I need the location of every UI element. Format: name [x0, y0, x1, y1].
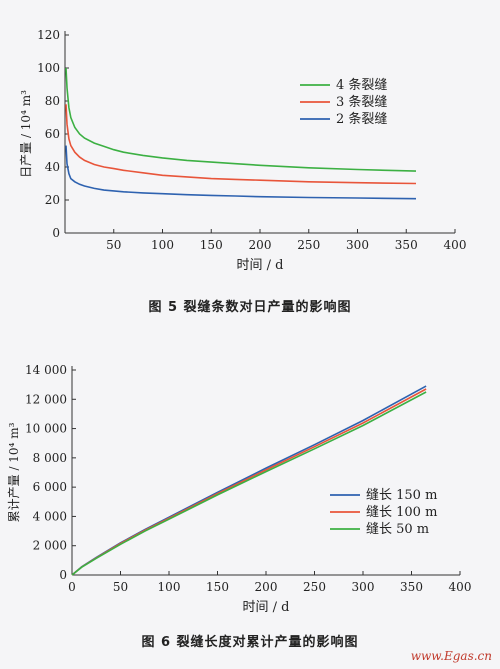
y-tick-label: 0 — [52, 226, 60, 240]
legend-label: 缝长 100 m — [366, 505, 437, 520]
x-tick-label: 200 — [249, 238, 272, 252]
series-line-3 — [65, 145, 417, 200]
legend-label: 2 条裂缝 — [336, 111, 387, 127]
x-axis-label: 时间 / d — [237, 258, 284, 273]
x-tick-label: 50 — [113, 580, 128, 594]
y-tick-label: 40 — [45, 160, 60, 174]
x-tick-label: 300 — [346, 238, 369, 252]
y-tick-label: 60 — [45, 127, 60, 141]
x-axis-label: 时间 / d — [243, 600, 290, 615]
x-tick-label: 150 — [200, 238, 223, 252]
x-tick-label: 150 — [206, 580, 229, 594]
x-tick-label: 300 — [352, 580, 375, 594]
y-axis-label: 日产量 / 10⁴ m³ — [19, 90, 33, 178]
x-tick-label: 250 — [297, 238, 320, 252]
y-tick-label: 4 000 — [33, 509, 67, 523]
y-tick-label: 120 — [37, 28, 60, 42]
x-tick-label: 400 — [449, 580, 472, 594]
y-tick-label: 12 000 — [25, 392, 67, 406]
x-tick-label: 200 — [255, 580, 278, 594]
x-tick-label: 100 — [151, 238, 174, 252]
x-tick-label: 250 — [303, 580, 326, 594]
y-tick-label: 0 — [59, 568, 67, 582]
x-tick-label: 400 — [444, 238, 467, 252]
site-watermark: www.Egas.cn — [410, 649, 492, 663]
series-line-3 — [71, 391, 427, 576]
legend-label: 缝长 50 m — [366, 522, 429, 537]
y-tick-label: 8 000 — [33, 451, 67, 465]
y-tick-label: 80 — [45, 94, 60, 108]
x-tick-label: 100 — [158, 580, 181, 594]
x-tick-label: 50 — [106, 238, 121, 252]
y-tick-label: 20 — [45, 193, 60, 207]
series-line-2 — [71, 388, 427, 576]
series-line-2 — [65, 104, 417, 185]
y-tick-label: 10 000 — [25, 422, 67, 436]
daily-production-chart: 0 20 40 60 80 100 120 50 100 150 200 250 300 350 400 时间… — [19, 28, 467, 273]
y-tick-label: 2 000 — [33, 539, 67, 553]
y-tick-label: 100 — [37, 61, 60, 75]
y-axis-label: 累计产量 / 10⁴ m³ — [7, 422, 21, 522]
legend-label: 4 条裂缝 — [336, 77, 387, 93]
x-tick-label: 350 — [395, 238, 418, 252]
x-tick-label: 0 — [68, 580, 76, 594]
x-tick-label: 350 — [400, 580, 423, 594]
legend-label: 3 条裂缝 — [336, 94, 387, 110]
cumulative-production-chart: 0 2 000 4 000 6 000 8 000 10 000 12 000 14 000 0… — [7, 363, 472, 615]
figure-6-caption: 图 6 裂缝长度对累计产量的影响图 — [141, 635, 359, 650]
legend-label: 缝长 150 m — [366, 488, 437, 503]
figure-5-caption: 图 5 裂缝条数对日产量的影响图 — [148, 300, 352, 315]
y-tick-label: 14 000 — [25, 363, 67, 377]
series-line-1 — [65, 67, 417, 172]
y-tick-label: 6 000 — [33, 480, 67, 494]
